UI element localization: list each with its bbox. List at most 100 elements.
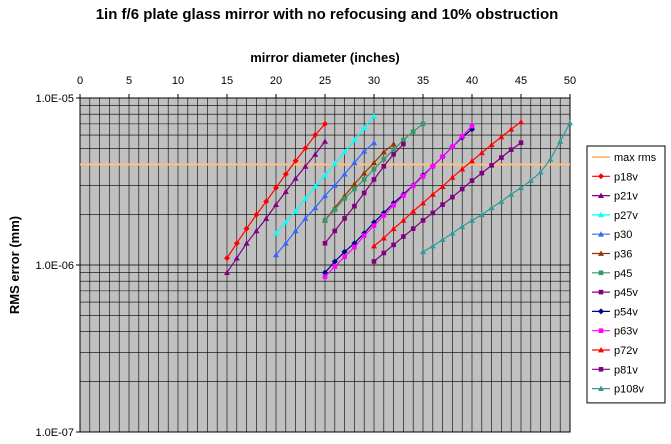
x-tick-label: 10: [172, 75, 184, 87]
plot-area: 0 5 10 15 20 25 30 35 40 45 50 1.0E-05 1.0E-06 1.0E-0…: [35, 75, 576, 439]
data-point-p54v: [331, 258, 338, 265]
data-point-p21v: [282, 188, 289, 195]
data-point-p72v: [498, 133, 505, 140]
data-point-p72v: [518, 118, 524, 125]
legend-marker-p30: [598, 231, 604, 237]
y-axis-title: RMS error (mm): [7, 216, 22, 314]
data-point-p27v: [273, 230, 279, 236]
data-point-p45v: [342, 216, 347, 221]
data-point-p63v: [342, 254, 347, 260]
data-point-p45: [420, 121, 426, 127]
data-point-p45v: [352, 203, 357, 209]
data-point-p18v: [253, 211, 260, 218]
data-point-p21v: [253, 227, 260, 234]
data-point-p21v: [322, 138, 328, 144]
legend-marker-p27v: [598, 211, 604, 218]
data-point-p108v: [547, 156, 554, 162]
legend-label-p36: p36: [614, 249, 632, 261]
legend-marker-p45: [598, 270, 604, 276]
data-point-p81v: [430, 210, 436, 216]
data-point-p30: [322, 192, 328, 199]
data-point-p108v: [508, 191, 515, 197]
data-point-p27v: [292, 208, 299, 214]
data-point-p36: [351, 181, 358, 187]
data-point-p81v: [489, 163, 494, 168]
x-tick-label: 50: [564, 75, 576, 87]
legend-label-p108v: p108v: [614, 384, 644, 396]
data-point-p30: [273, 251, 279, 258]
data-point-p45: [361, 177, 367, 182]
data-point-p72v: [390, 225, 397, 232]
x-axis-title: mirror diameter (inches): [250, 50, 400, 65]
data-point-p81v: [469, 178, 475, 183]
data-point-p45v: [401, 141, 406, 147]
legend-marker-p45v: [598, 289, 604, 295]
data-point-p108v: [527, 177, 534, 184]
data-point-p18v: [312, 132, 319, 139]
legend-label-p45: p45: [614, 268, 632, 280]
legend-label-p18v: p18v: [614, 171, 638, 183]
data-point-p81v: [479, 170, 485, 176]
x-tick-label: 35: [417, 75, 429, 87]
series-p72v: [371, 118, 524, 249]
legend-label-p30: p30: [614, 229, 632, 241]
series-p108v: [420, 119, 573, 255]
data-point-p18v: [282, 171, 289, 178]
y-tick-label: 1.0E-06: [35, 260, 74, 272]
data-point-p63v: [450, 144, 455, 150]
data-point-p27v: [351, 137, 358, 143]
data-point-p108v: [537, 169, 544, 175]
data-point-p81v: [450, 194, 455, 200]
x-tick-label: 5: [126, 75, 132, 87]
x-tick-label: 40: [466, 75, 478, 87]
data-point-p108v: [439, 236, 446, 242]
data-point-p63v: [322, 274, 328, 280]
data-point-p45: [371, 166, 377, 172]
legend-marker-p81v: [598, 367, 604, 372]
data-point-p108v: [567, 119, 573, 126]
series-p45: [322, 121, 426, 223]
series-p63v: [322, 123, 475, 280]
data-point-p63v: [459, 133, 465, 139]
data-point-p81v: [459, 186, 465, 192]
data-point-p108v: [498, 198, 505, 204]
y-tick-label: 1.0E-05: [35, 93, 74, 105]
data-point-p108v: [469, 217, 475, 223]
data-point-p27v: [312, 183, 319, 189]
data-point-p72v: [429, 191, 436, 197]
data-point-p81v: [391, 242, 396, 248]
data-point-p81v: [440, 202, 445, 207]
data-point-p63v: [430, 163, 436, 169]
data-point-p108v: [518, 184, 524, 191]
series-p81v: [371, 140, 524, 264]
legend: max rms p18v p21v p27v p30 p36 p45 p45v p54v p63v…: [586, 145, 666, 404]
data-point-p81v: [410, 226, 416, 231]
data-point-p45: [342, 196, 347, 201]
legend-label-max-rms: max rms: [614, 152, 657, 164]
data-point-p21v: [292, 175, 299, 181]
data-point-p45v: [391, 152, 396, 157]
data-point-p72v: [380, 235, 387, 241]
data-point-p81v: [401, 234, 406, 239]
data-point-p81v: [371, 259, 377, 264]
legend-marker-p21v: [598, 192, 604, 198]
data-point-p18v: [224, 255, 230, 262]
data-point-p45: [352, 186, 357, 192]
data-point-p63v: [410, 183, 416, 189]
data-point-p108v: [488, 204, 495, 211]
data-point-p81v: [508, 147, 514, 153]
data-point-p27v: [341, 148, 348, 155]
data-point-p63v: [361, 233, 367, 238]
data-point-p63v: [469, 123, 475, 129]
data-point-p21v: [224, 269, 230, 276]
data-point-p81v: [381, 250, 387, 256]
data-point-p18v: [322, 120, 328, 127]
data-point-p30: [341, 171, 348, 177]
data-point-p45: [401, 137, 406, 143]
legend-marker-p108v: [598, 385, 604, 391]
data-point-p21v: [273, 201, 279, 207]
legend-label-p81v: p81v: [614, 364, 638, 376]
data-point-p81v: [499, 155, 504, 160]
data-point-p27v: [371, 113, 377, 119]
